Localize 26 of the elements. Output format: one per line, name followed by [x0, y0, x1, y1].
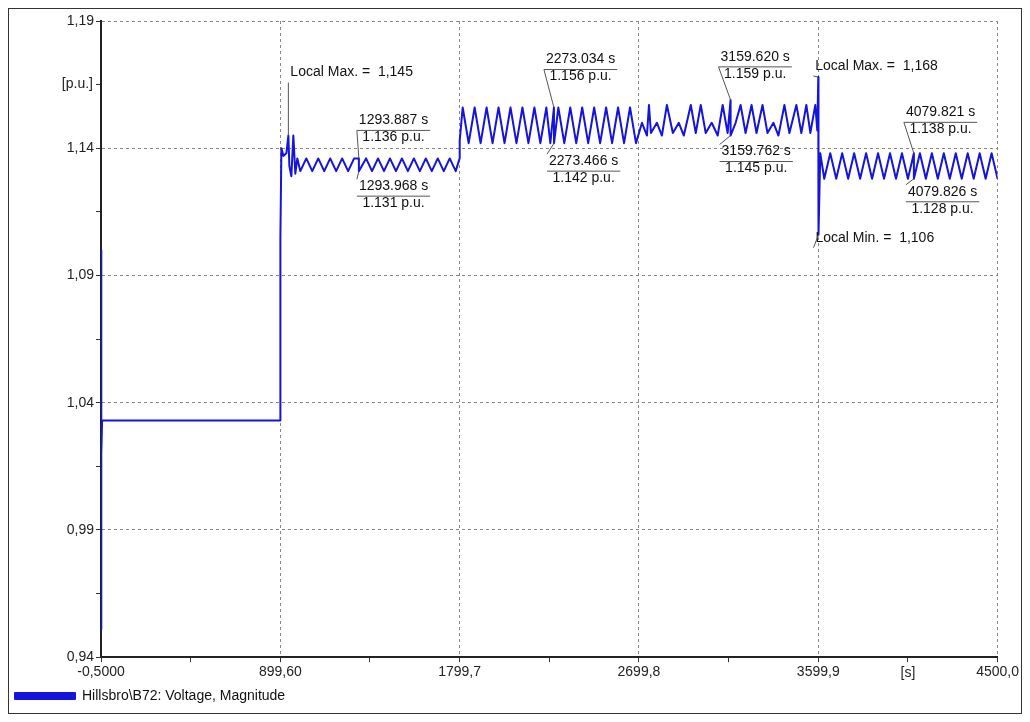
annotation: 2273.466 s 1.142 p.u.	[549, 152, 619, 186]
x-tick-label: 899,60	[258, 663, 302, 680]
annotation: 1293.968 s 1.131 p.u.	[358, 177, 429, 210]
annotation: 2273.034 s 1.156 p.u.	[545, 50, 616, 84]
y-tick-label: 0,94	[66, 648, 95, 665]
annotation: Local Max. = 1,145	[290, 63, 414, 80]
y-tick-label: 1,04	[66, 393, 95, 410]
y-tick-label: 1,09	[66, 266, 95, 283]
annotation: 4079.821 s 1.138 p.u.	[905, 103, 976, 137]
annotation: Local Min. = 1,106	[815, 228, 935, 245]
legend-label: Hillsbro\B72: Voltage, Magnitude	[82, 686, 286, 703]
y-axis-title: [p.u.]	[61, 75, 93, 92]
x-tick-label: -0,5000	[77, 663, 125, 680]
annotation: 3159.620 s 1.159 p.u.	[720, 47, 790, 81]
x-tick-label: 4500,0	[976, 663, 1020, 680]
x-tick-label: 2699,8	[617, 663, 661, 680]
annotation: 1293.887 s 1.136 p.u.	[358, 111, 429, 145]
annotation: 4079.826 s 1.128 p.u.	[907, 182, 978, 216]
annotation: Local Max. = 1,168	[815, 56, 939, 73]
y-tick-label: 0,99	[66, 520, 95, 537]
annotation: 3159.762 s 1.145 p.u.	[721, 142, 791, 176]
x-tick-label: 3599,9	[796, 663, 840, 680]
y-tick-label: 1,14	[66, 139, 95, 156]
x-tick-label: 1799,7	[438, 663, 482, 680]
x-axis-title: [s]	[900, 664, 916, 681]
y-tick-label: 1,19	[66, 11, 95, 28]
